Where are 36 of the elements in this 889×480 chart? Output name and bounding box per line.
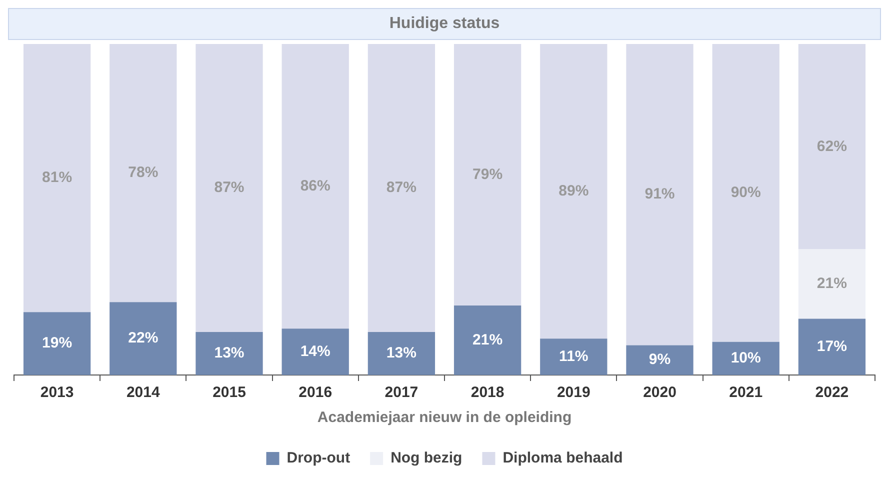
x-tick-label: 2017	[384, 384, 418, 402]
x-tick-label: 2022	[815, 384, 849, 402]
data-label: 14%	[300, 342, 330, 360]
data-label: 91%	[644, 186, 675, 203]
data-label: 11%	[559, 348, 588, 365]
data-label: 22%	[128, 330, 158, 347]
data-label: 17%	[816, 338, 847, 356]
legend-label: Diploma behaald	[502, 450, 623, 467]
data-label: 62%	[816, 138, 847, 155]
data-label: 87%	[386, 179, 416, 196]
data-label: 21%	[816, 275, 847, 292]
data-label: 19%	[42, 334, 72, 352]
x-tick-label: 2013	[40, 384, 74, 402]
data-label: 78%	[128, 164, 158, 182]
legend-label: Drop-out	[286, 450, 350, 467]
x-tick-label: 2019	[556, 384, 590, 402]
chart-title: Huidige status	[8, 8, 881, 40]
data-label: 86%	[300, 177, 330, 194]
x-tick-label: 2016	[298, 384, 332, 402]
x-tick-label: 2018	[470, 384, 504, 402]
x-tick-label: 2014	[126, 384, 160, 402]
data-label: 13%	[214, 344, 244, 362]
data-label: 89%	[558, 182, 589, 200]
data-label: 21%	[472, 331, 503, 348]
x-axis-title: Academiejaar nieuw in de opleiding	[317, 409, 572, 426]
data-label: 81%	[42, 169, 72, 186]
x-tick-label: 2021	[729, 384, 763, 402]
data-label: 90%	[730, 184, 761, 202]
data-label: 79%	[472, 166, 503, 183]
x-tick-label: 2015	[212, 384, 246, 402]
data-label: 13%	[386, 344, 416, 362]
x-tick-label: 2020	[643, 384, 676, 402]
legend-label: Nog bezig	[390, 450, 462, 467]
data-label: 9%	[648, 351, 671, 368]
data-label: 10%	[730, 350, 761, 367]
data-label: 87%	[214, 179, 244, 196]
